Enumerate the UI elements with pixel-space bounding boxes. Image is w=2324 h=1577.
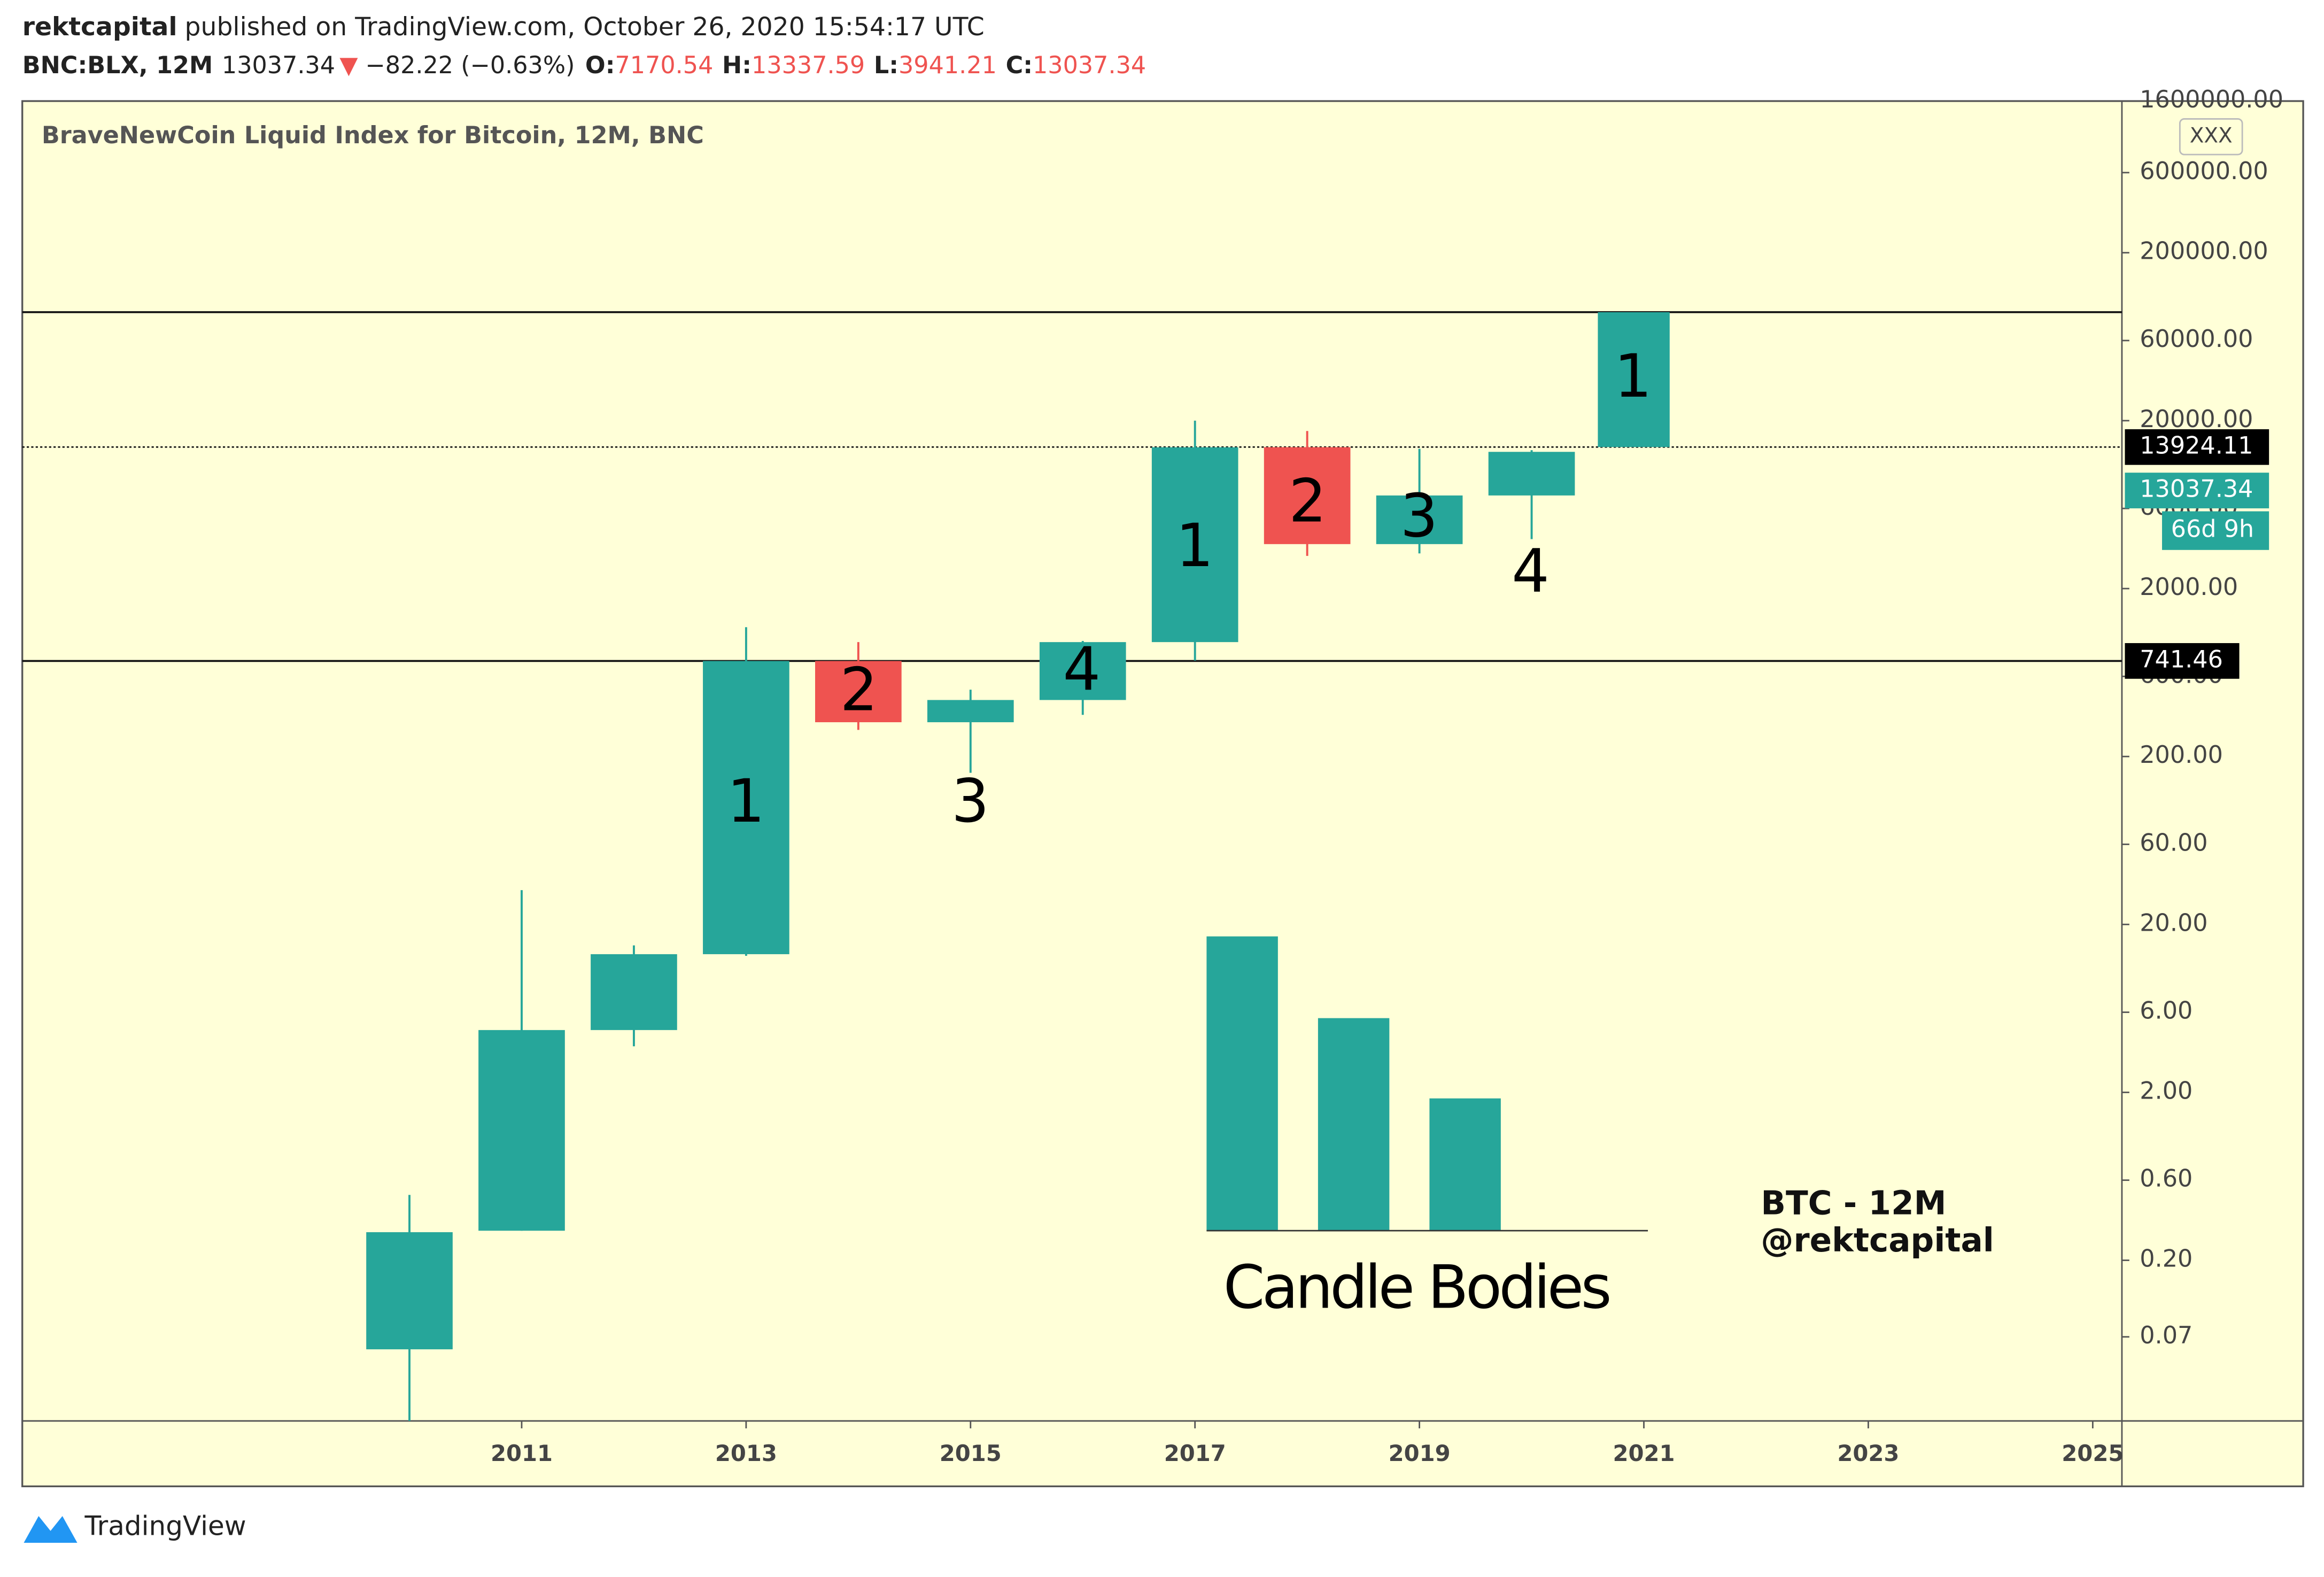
y-tick-label: 20000.00 [2140,406,2253,433]
x-tick-label: 2019 [1389,1440,1451,1466]
h-label: H: [722,52,752,79]
x-tick-label: 2013 [715,1440,777,1466]
c-value: 13037.34 [1033,52,1146,79]
x-tick-label: 2011 [491,1440,553,1466]
inset [1206,936,1648,1232]
candle-body [815,661,902,723]
x-tick-label: 2023 [1837,1440,1899,1466]
level-label-bg [2125,429,2269,465]
y-tick-label: 200.00 [2140,741,2223,769]
logo-icon [24,1516,78,1543]
c-label: C: [1006,52,1033,79]
y-tick-label: 60000.00 [2140,326,2253,353]
x-tick-label: 2021 [1613,1440,1675,1466]
last: 13037.34 [222,52,335,79]
watermark: BTC - 12M [1761,1184,1946,1222]
published: published on TradingView.com, October 26… [185,12,985,42]
level-label-bg [2125,643,2240,679]
last-price: 13037.34 [2140,476,2253,503]
h-value: 13337.59 [752,52,865,79]
x-tick-label: 2015 [940,1440,1002,1466]
y-tick-label: 200000.00 [2140,238,2268,265]
author: rektcapital [22,12,177,42]
y-tick-label: 0.60 [2140,1165,2193,1193]
annotation: 1 [727,767,765,836]
x-tick-label: 2017 [1164,1440,1226,1466]
l-label: L: [874,52,898,79]
annotation: 2 [840,656,878,725]
y-tick-label: 2.00 [2140,1077,2193,1104]
o-label: O: [585,52,615,79]
countdown: 66d 9h [2171,516,2254,543]
annotation: 4 [1512,537,1550,606]
projection-box [1598,312,1670,447]
change: −82.22 (−0.63%) [366,52,575,79]
countdown-bg [2162,511,2269,550]
symbol: BNC:BLX, 12M [22,52,213,79]
arrow: ▼ [339,52,358,79]
candle-body [1151,447,1238,643]
annotation: 2 [1289,467,1327,536]
y-tick-label: 6.00 [2140,998,2193,1025]
header-line2: BNC:BLX, 12M 13037.34 ▼ −82.22 (−0.63%) O:71… [22,52,1146,79]
inset-bar [1429,1098,1501,1231]
candle-body [366,1232,453,1350]
chart-title: BraveNewCoin Liquid Index for Bitcoin, 1… [42,122,704,149]
footer: TradingView [84,1511,246,1542]
y-tick-label: 0.20 [2140,1246,2193,1273]
logo [24,1516,78,1543]
annotation: 1 [1176,512,1214,581]
y-tick-label: 20.00 [2140,909,2207,937]
annotation: 3 [1400,482,1438,551]
inset-bar [1318,1018,1390,1231]
level-label: 13924.11 [2140,432,2253,459]
candle-body [591,954,677,1030]
annotation: 3 [951,767,989,836]
inset-bar [1206,936,1278,1231]
candle-body [1264,447,1351,544]
candle-body [1488,452,1575,496]
y-tick-label: 2000.00 [2140,574,2238,601]
y-tick-label: 0.07 [2140,1322,2193,1349]
l-value: 3941.21 [898,52,997,79]
y-tick-label: 60.00 [2140,829,2207,856]
candle-body [478,1030,565,1231]
watermark: @rektcapital [1761,1222,1994,1259]
annotation: 1 [1614,342,1652,411]
y-tick-label: 1600000.00 [2140,86,2283,113]
last-price-bg [2125,473,2269,508]
level-label: 741.46 [2140,646,2223,673]
chart-frame [21,100,2304,1488]
candle-body [703,661,789,954]
y-tick-label: 600000.00 [2140,158,2268,185]
button[interactable] [2179,118,2243,156]
annotation: 4 [1063,635,1101,704]
button-label[interactable]: XXX [2190,123,2233,148]
o-value: 7170.54 [615,52,714,79]
candle-body [1039,642,1126,700]
header-line1: rektcapital published on TradingView.com,… [22,12,985,42]
inset-label: Candle Bodies [1223,1253,1609,1322]
candle-body [927,700,1014,723]
candle-body [1376,495,1463,544]
x-tick-label: 2025 [2062,1440,2124,1466]
